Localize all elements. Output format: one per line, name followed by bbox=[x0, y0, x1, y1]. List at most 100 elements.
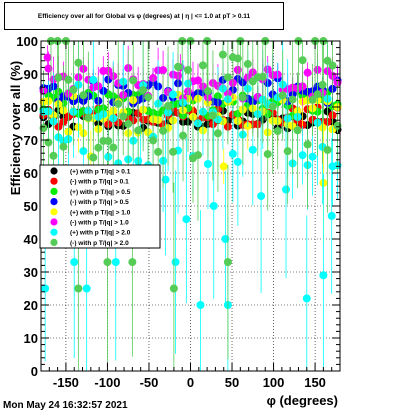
x-tick-label: -50 bbox=[140, 375, 159, 390]
data-point bbox=[69, 85, 78, 94]
data-point bbox=[182, 215, 191, 224]
data-point bbox=[318, 80, 327, 89]
data-point bbox=[278, 91, 287, 100]
x-tick-label: 50 bbox=[225, 375, 239, 390]
data-point bbox=[233, 157, 242, 166]
data-point bbox=[169, 90, 178, 99]
data-point bbox=[258, 72, 267, 81]
legend-entry: (+) with p T/|q| > 0.5 bbox=[70, 189, 131, 196]
legend-marker bbox=[50, 228, 58, 236]
legend-marker bbox=[50, 218, 58, 226]
y-axis-label: Efficiency over all (%) bbox=[8, 61, 23, 195]
data-point bbox=[288, 95, 297, 104]
y-tick-label: 80 bbox=[24, 100, 38, 115]
data-point bbox=[149, 136, 158, 145]
y-tick-label: 60 bbox=[24, 166, 38, 181]
y-tick-label: 0 bbox=[31, 364, 38, 379]
data-point bbox=[209, 202, 218, 210]
data-point bbox=[323, 56, 332, 65]
data-point bbox=[41, 284, 50, 293]
x-tick-label: 150 bbox=[304, 375, 326, 390]
data-point bbox=[213, 129, 222, 138]
x-tick-label: -150 bbox=[53, 375, 79, 390]
data-point bbox=[94, 143, 103, 152]
data-point bbox=[257, 192, 266, 201]
data-point bbox=[161, 175, 170, 184]
data-point bbox=[268, 102, 277, 111]
data-point bbox=[193, 151, 202, 160]
x-tick-label: 100 bbox=[263, 375, 285, 390]
legend-entry: (+) with p T/|q| > 1.0 bbox=[70, 209, 131, 216]
data-point bbox=[228, 149, 237, 158]
data-point bbox=[283, 147, 292, 156]
data-point bbox=[328, 61, 337, 70]
legend-marker bbox=[50, 208, 58, 216]
data-point bbox=[298, 151, 307, 160]
data-point bbox=[223, 73, 232, 82]
data-point bbox=[74, 58, 83, 67]
data-point bbox=[49, 151, 58, 160]
data-point bbox=[263, 150, 272, 159]
y-tick-label: 100 bbox=[16, 34, 38, 49]
axis-layer: -150 -100 -50 0 50 100 150 0 10 20 30 40 50 60 70 80 90 1… bbox=[16, 34, 341, 390]
data-point bbox=[109, 143, 118, 152]
x-tick-label: 0 bbox=[187, 375, 194, 390]
data-point bbox=[134, 126, 143, 135]
data-point bbox=[54, 73, 63, 82]
data-point bbox=[104, 137, 113, 146]
data-point bbox=[111, 258, 120, 267]
data-point bbox=[308, 152, 317, 161]
data-point bbox=[74, 284, 83, 293]
data-point bbox=[203, 87, 212, 96]
data-point bbox=[196, 301, 205, 309]
data-point bbox=[43, 53, 52, 62]
legend-entry: (-) with p T/|q| > 2.0 bbox=[70, 240, 129, 247]
datestamp: Mon May 24 16:32:57 2021 bbox=[3, 400, 128, 411]
legend-marker bbox=[50, 238, 58, 246]
data-point bbox=[273, 127, 282, 136]
data-point bbox=[303, 140, 312, 149]
legend-marker bbox=[50, 198, 58, 206]
data-point bbox=[218, 50, 227, 59]
data-point bbox=[159, 126, 168, 135]
legend-entry: (-) with p T/|q| > 0.5 bbox=[70, 199, 129, 206]
x-tick-label: -100 bbox=[94, 375, 120, 390]
data-point bbox=[243, 60, 252, 69]
y-tick-label: 90 bbox=[24, 67, 38, 82]
data-point bbox=[238, 93, 247, 102]
data-point bbox=[208, 111, 217, 120]
data-point bbox=[282, 185, 291, 194]
data-point bbox=[84, 113, 93, 122]
y-tick-label: 20 bbox=[24, 298, 38, 313]
legend: (+) with p T/|q| > 0.1 (-) with p T/|q| >… bbox=[39, 164, 161, 249]
data-point bbox=[184, 65, 193, 74]
data-point bbox=[103, 258, 112, 267]
data-point bbox=[248, 145, 257, 154]
legend-marker bbox=[50, 177, 58, 185]
data-point bbox=[223, 258, 232, 267]
data-point bbox=[169, 147, 178, 156]
data-point bbox=[128, 258, 137, 267]
data-point bbox=[298, 56, 307, 65]
data-point bbox=[219, 162, 228, 171]
data-point bbox=[169, 284, 178, 293]
data-point bbox=[119, 112, 128, 121]
data-point bbox=[79, 147, 88, 156]
data-point bbox=[89, 75, 98, 84]
data-point bbox=[171, 258, 180, 267]
data-point bbox=[124, 119, 133, 128]
data-point bbox=[79, 91, 88, 100]
legend-entry: (-) with p T/|q| > 0.1 bbox=[70, 179, 129, 186]
data-point bbox=[327, 211, 336, 220]
data-point bbox=[114, 99, 123, 108]
data-point bbox=[59, 142, 68, 151]
data-point bbox=[293, 126, 302, 135]
data-point bbox=[221, 235, 230, 243]
y-tick-label: 70 bbox=[24, 133, 38, 148]
data-point bbox=[323, 145, 332, 154]
legend-entry: (+) with p T/|q| > 0.1 bbox=[70, 169, 131, 176]
data-point bbox=[198, 61, 207, 70]
chart-title: Efficiency over all for Global vs φ (deg… bbox=[4, 2, 284, 30]
data-point bbox=[82, 284, 91, 293]
